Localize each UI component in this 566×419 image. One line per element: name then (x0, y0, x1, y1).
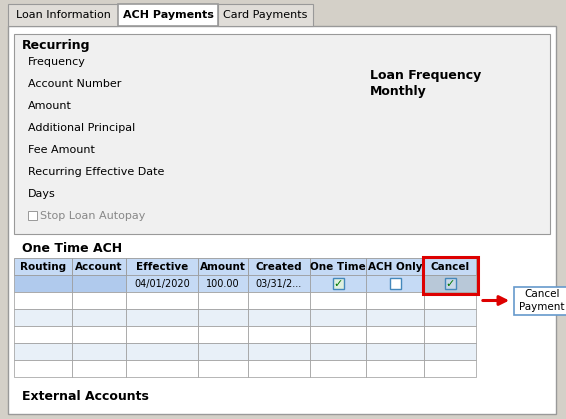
Text: Days: Days (28, 189, 55, 199)
Text: Additional Principal: Additional Principal (28, 123, 135, 133)
Text: ACH Payments: ACH Payments (123, 10, 213, 20)
Bar (424, 343, 476, 360)
Bar (424, 326, 476, 343)
Bar (248, 258, 310, 275)
Bar (310, 292, 366, 309)
Bar (126, 275, 198, 292)
Text: Account: Account (75, 261, 123, 272)
Bar (424, 309, 476, 326)
Bar (366, 326, 424, 343)
Bar (126, 360, 198, 377)
Bar (366, 360, 424, 377)
Bar (72, 275, 126, 292)
Bar (198, 360, 248, 377)
Text: ✓: ✓ (445, 279, 454, 289)
Bar (424, 292, 476, 309)
Bar (198, 258, 248, 275)
Bar (248, 360, 310, 377)
Bar (310, 258, 366, 275)
Bar (8, 4, 118, 26)
Text: Cancel: Cancel (430, 261, 470, 272)
Bar (310, 343, 366, 360)
Bar (14, 258, 72, 275)
Text: 100.00: 100.00 (206, 279, 240, 289)
Bar (389, 278, 401, 289)
Text: Effective: Effective (136, 261, 188, 272)
Text: One Time ACH: One Time ACH (22, 241, 122, 254)
Bar (424, 360, 476, 377)
Text: Recurring: Recurring (22, 39, 91, 52)
Bar (198, 326, 248, 343)
Text: External Accounts: External Accounts (22, 390, 149, 403)
Text: 03/31/2...: 03/31/2... (256, 279, 302, 289)
Bar (198, 275, 248, 292)
Text: Fee Amount: Fee Amount (28, 145, 95, 155)
Text: Stop Loan Autopay: Stop Loan Autopay (40, 211, 145, 221)
Text: Account Number: Account Number (28, 79, 121, 89)
Bar (366, 275, 424, 292)
Bar (72, 258, 126, 275)
Bar (126, 309, 198, 326)
Bar (310, 360, 366, 377)
Bar (366, 343, 424, 360)
Bar (28, 211, 37, 220)
Bar (248, 275, 310, 292)
Bar (198, 292, 248, 309)
Text: Amount: Amount (28, 101, 72, 111)
Text: One Time: One Time (310, 261, 366, 272)
Text: Loan Information: Loan Information (15, 10, 110, 20)
Bar (72, 360, 126, 377)
Text: ACH Only: ACH Only (368, 261, 422, 272)
Bar (72, 292, 126, 309)
Text: Monthly: Monthly (370, 85, 427, 98)
Bar (14, 343, 72, 360)
Bar (72, 343, 126, 360)
Text: Cancel
Payment: Cancel Payment (519, 289, 565, 312)
Bar (424, 258, 476, 275)
Text: Created: Created (256, 261, 302, 272)
Bar (14, 292, 72, 309)
Bar (14, 309, 72, 326)
Bar (126, 326, 198, 343)
Bar (72, 326, 126, 343)
Bar (126, 292, 198, 309)
Bar (14, 326, 72, 343)
Bar (198, 343, 248, 360)
Bar (72, 309, 126, 326)
Bar (248, 309, 310, 326)
Text: Routing: Routing (20, 261, 66, 272)
Bar (118, 4, 218, 26)
Bar (14, 360, 72, 377)
Bar (248, 292, 310, 309)
Text: Card Payments: Card Payments (224, 10, 308, 20)
Bar (366, 292, 424, 309)
Bar (126, 258, 198, 275)
Bar (444, 278, 456, 289)
Text: Amount: Amount (200, 261, 246, 272)
Bar (198, 309, 248, 326)
Text: Recurring Effective Date: Recurring Effective Date (28, 167, 164, 177)
Bar (310, 275, 366, 292)
Bar (14, 34, 550, 234)
Bar (14, 275, 72, 292)
Bar (218, 4, 313, 26)
Bar (332, 278, 344, 289)
Bar (310, 309, 366, 326)
Text: 04/01/2020: 04/01/2020 (134, 279, 190, 289)
Bar (366, 258, 424, 275)
Text: Loan Frequency: Loan Frequency (370, 68, 481, 82)
Bar (248, 326, 310, 343)
Bar (248, 343, 310, 360)
Bar (366, 309, 424, 326)
Text: ✓: ✓ (333, 279, 342, 289)
Text: Frequency: Frequency (28, 57, 86, 67)
Bar (126, 343, 198, 360)
Bar (514, 287, 566, 315)
Bar (422, 256, 478, 293)
Bar (424, 275, 476, 292)
Bar (310, 326, 366, 343)
